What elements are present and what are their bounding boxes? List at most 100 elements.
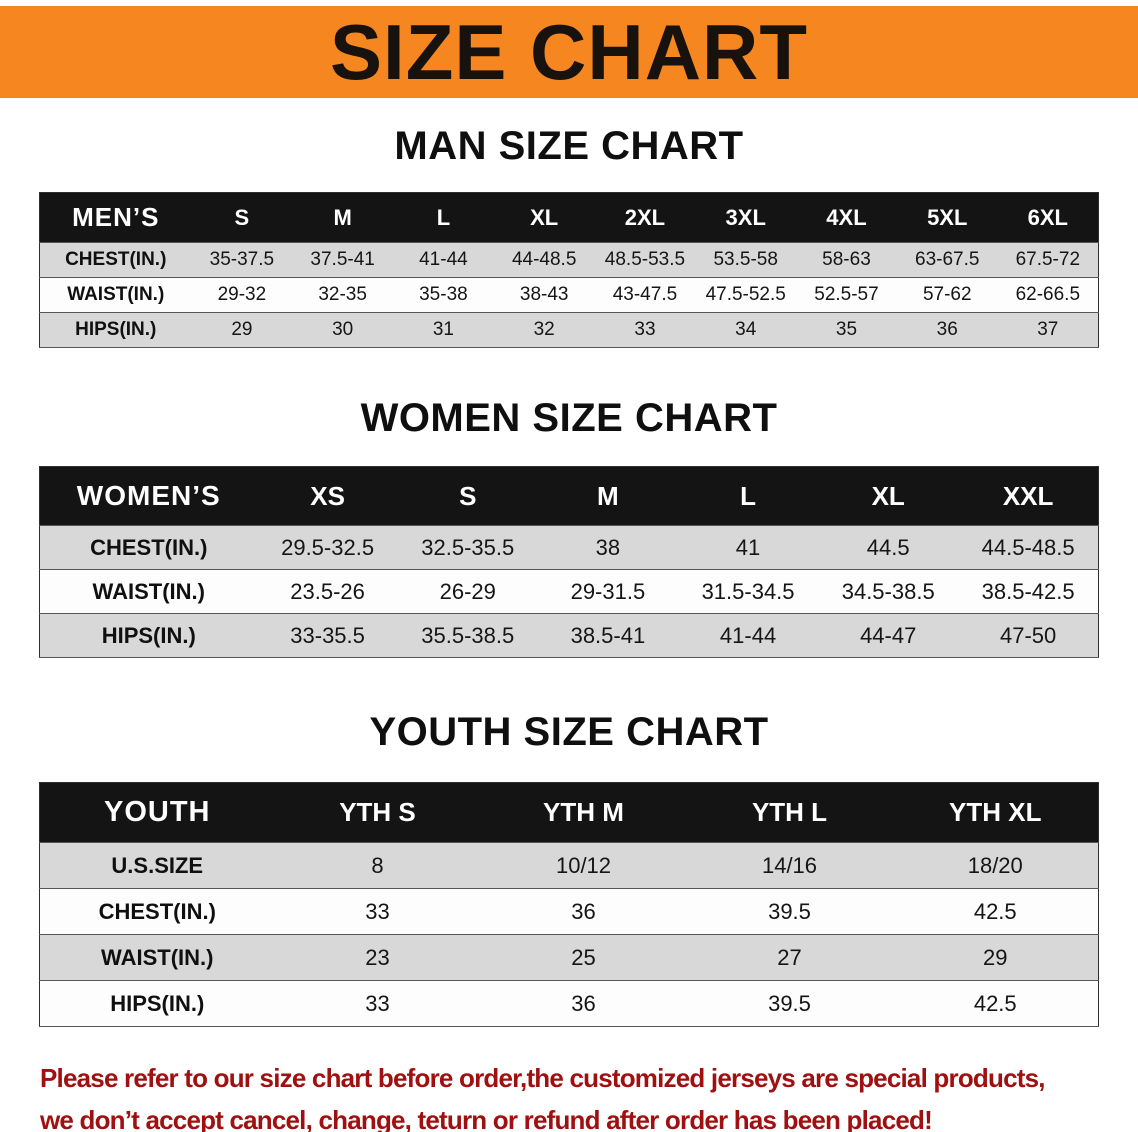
table-cell: 34 <box>735 319 757 340</box>
table-title-cell: WOMEN’S <box>39 466 258 526</box>
table-cell: 35 <box>835 319 858 340</box>
table-cell: 18/20 <box>967 853 1023 878</box>
table-cell: 57-62 <box>922 284 972 305</box>
table-row: WAIST(IN.) 23 25 27 29 <box>39 934 1099 981</box>
table-cell: 36 <box>571 991 596 1016</box>
table-cell: 25 <box>571 945 596 970</box>
table-cell: 42.5 <box>973 899 1017 924</box>
table-title-cell: YOUTH <box>39 782 275 843</box>
table-cell: 33 <box>365 991 390 1016</box>
row-label: HIPS(IN.) <box>101 623 196 648</box>
table-cell: 47.5-52.5 <box>705 284 786 305</box>
size-column-header: YTH XL <box>892 782 1099 843</box>
size-column-header: 3XL <box>695 192 797 243</box>
size-column-header: L <box>393 192 494 243</box>
table-cell: 62-66.5 <box>1015 284 1081 305</box>
row-label: WAIST(IN.) <box>101 945 214 970</box>
table-row: WAIST(IN.) 23.5-26 26-29 29-31.5 31.5-34.5 34… <box>39 569 1099 614</box>
table-cell: 10/12 <box>555 853 612 878</box>
size-column-header: XL <box>493 192 595 243</box>
table-row: CHEST(IN.) 29.5-32.5 32.5-35.5 38 41 44.5 44.5… <box>39 525 1099 570</box>
table-cell: 38-43 <box>519 284 569 305</box>
table-cell: 30 <box>332 319 354 340</box>
size-column-header: 5XL <box>896 192 998 243</box>
table-cell: 37.5-41 <box>310 249 375 270</box>
size-column-header: YTH S <box>274 782 481 843</box>
table-cell: 27 <box>777 945 802 970</box>
table-cell: 37 <box>1037 319 1059 340</box>
table-header-row: WOMEN’S XS S M L XL XXL <box>39 466 1099 526</box>
table-cell: 8 <box>371 853 384 878</box>
table-cell: 35-37.5 <box>209 249 275 270</box>
table-cell: 52.5-57 <box>814 284 879 305</box>
table-cell: 32.5-35.5 <box>421 535 515 560</box>
table-cell: 29-32 <box>217 284 267 305</box>
size-column-header: XL <box>818 466 959 526</box>
size-table: WOMEN’S XS S M L XL XXL CHEST(IN.) 29.5-32.5 32.5… <box>39 466 1099 658</box>
table-cell: 23 <box>365 945 390 970</box>
youth-section-heading: YOUTH SIZE CHART <box>369 710 769 754</box>
size-column-header: XS <box>257 466 398 526</box>
size-column-header: S <box>191 192 293 243</box>
men-size-section: MAN SIZE CHART MEN’S S M L XL 2XL 3XL 4XL 5XL 6XL… <box>0 124 1138 348</box>
table-row: HIPS(IN.) 29 30 31 32 33 34 35 36 37 <box>39 312 1099 348</box>
row-label: U.S.SIZE <box>111 853 204 878</box>
size-table: MEN’S S M L XL 2XL 3XL 4XL 5XL 6XL CHEST(IN.) 35-37… <box>39 192 1099 348</box>
order-notice: Please refer to our size chart before or… <box>0 1057 1138 1132</box>
table-cell: 33 <box>365 899 390 924</box>
table-cell: 29 <box>983 945 1008 970</box>
table-cell: 29-31.5 <box>570 579 646 604</box>
table-header-row: MEN’S S M L XL 2XL 3XL 4XL 5XL 6XL <box>39 192 1099 243</box>
row-label: CHEST(IN.) <box>98 899 216 924</box>
table-row: HIPS(IN.) 33-35.5 35.5-38.5 38.5-41 41-44 44-… <box>39 613 1099 658</box>
table-cell: 44.5 <box>866 535 910 560</box>
table-cell: 38 <box>595 535 621 560</box>
table-row: CHEST(IN.) 33 36 39.5 42.5 <box>39 888 1099 935</box>
table-cell: 67.5-72 <box>1015 249 1081 270</box>
table-cell: 41-44 <box>419 249 468 270</box>
table-cell: 35.5-38.5 <box>421 623 515 648</box>
row-label: HIPS(IN.) <box>110 991 205 1016</box>
table-cell: 29.5-32.5 <box>281 535 375 560</box>
table-cell: 39.5 <box>768 991 811 1016</box>
table-cell: 36 <box>571 899 596 924</box>
size-column-header: M <box>292 192 394 243</box>
size-column-header: M <box>537 466 678 526</box>
size-column-header: 4XL <box>796 192 897 243</box>
table-cell: 38.5-42.5 <box>981 579 1075 604</box>
women-size-section: WOMEN SIZE CHART WOMEN’S XS S M L XL XXL CHEST(… <box>0 396 1138 658</box>
table-cell: 34.5-38.5 <box>841 579 935 604</box>
table-cell: 41 <box>735 535 761 560</box>
page-title: SIZE CHART <box>330 8 808 96</box>
table-cell: 26-29 <box>439 579 496 604</box>
table-cell: 39.5 <box>768 899 811 924</box>
table-cell: 48.5-53.5 <box>604 249 686 270</box>
size-column-header: S <box>397 466 538 526</box>
table-cell: 63-67.5 <box>915 249 980 270</box>
row-label: HIPS(IN.) <box>75 319 157 340</box>
youth-size-section: YOUTH SIZE CHART YOUTH YTH S YTH M YTH L YTH… <box>0 710 1138 1027</box>
youth-size-table: YOUTH YTH S YTH M YTH L YTH XL U.S.SIZE 8 10/12… <box>0 782 1138 1027</box>
table-cell: 29 <box>231 319 253 340</box>
table-cell: 36 <box>936 319 958 340</box>
table-cell: 44-47 <box>860 623 917 648</box>
notice-line-2: we don’t accept cancel, change, teturn o… <box>40 1105 933 1132</box>
table-cell: 14/16 <box>761 853 818 878</box>
table-cell: 31.5-34.5 <box>701 579 795 604</box>
table-cell: 35-38 <box>419 284 468 305</box>
table-cell: 44-48.5 <box>511 249 577 270</box>
row-label: WAIST(IN.) <box>92 579 205 604</box>
notice-line-1: Please refer to our size chart before or… <box>40 1063 1045 1093</box>
table-cell: 32-35 <box>318 284 367 305</box>
size-table: YOUTH YTH S YTH M YTH L YTH XL U.S.SIZE 8 10/12… <box>39 782 1099 1027</box>
size-column-header: L <box>677 466 819 526</box>
women-size-table: WOMEN’S XS S M L XL XXL CHEST(IN.) 29.5-32.5 32.5… <box>0 466 1138 658</box>
table-cell: 23.5-26 <box>290 579 365 604</box>
men-size-table: MEN’S S M L XL 2XL 3XL 4XL 5XL 6XL CHEST(IN.) 35-37… <box>0 192 1138 348</box>
women-section-heading: WOMEN SIZE CHART <box>360 396 778 440</box>
table-cell: 31 <box>432 319 454 340</box>
table-row: HIPS(IN.) 33 36 39.5 42.5 <box>39 980 1099 1027</box>
table-header-row: YOUTH YTH S YTH M YTH L YTH XL <box>39 782 1099 843</box>
table-cell: 47-50 <box>1000 623 1057 648</box>
